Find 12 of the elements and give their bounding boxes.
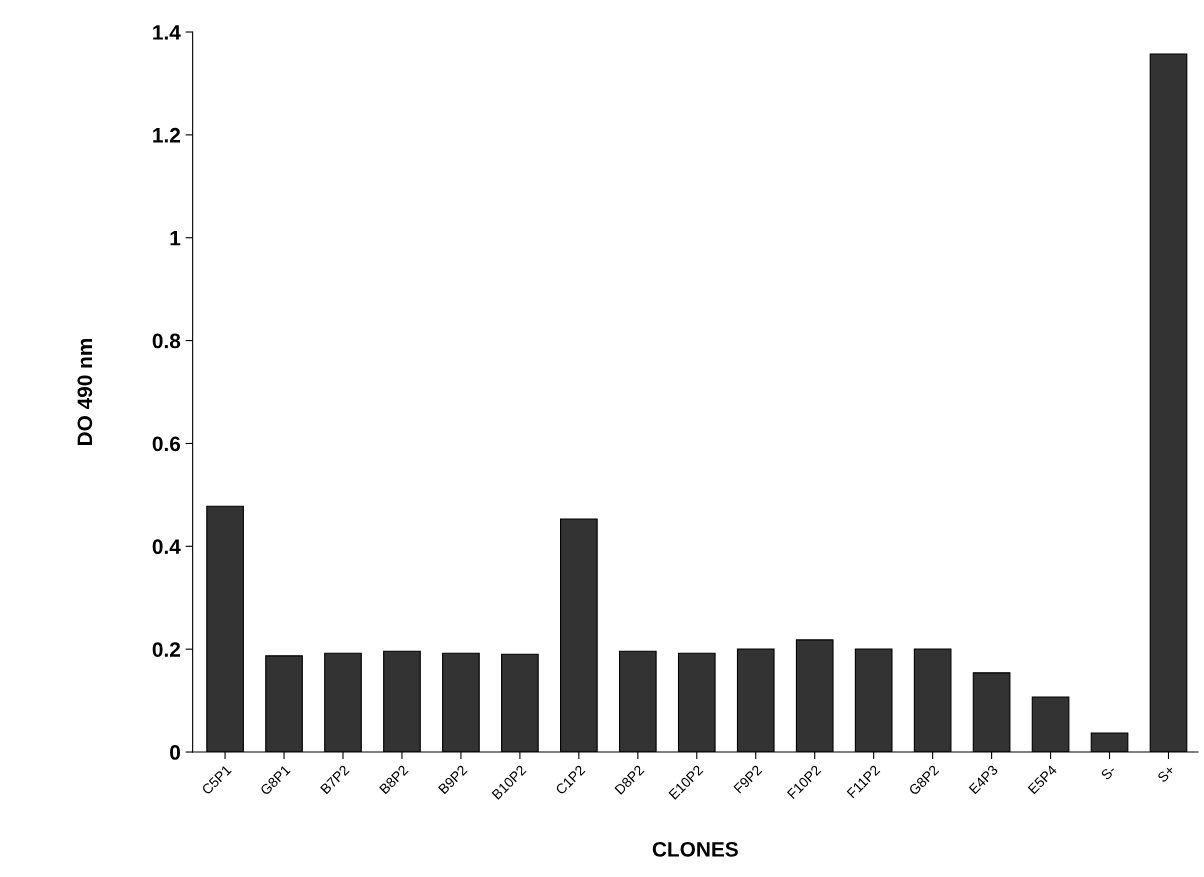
y-tick-label: 0 xyxy=(170,745,180,760)
y-tick-label: 0.8 xyxy=(152,333,181,349)
x-tick-label: S+ xyxy=(1156,764,1176,783)
y-axis-title: DO 490 nm xyxy=(77,338,93,446)
y-tick-label: 1.4 xyxy=(153,25,181,40)
y-tick-label: 1 xyxy=(170,230,181,246)
x-tick-label: S- xyxy=(1100,764,1117,781)
x-axis-title: CLONES xyxy=(652,841,738,857)
y-tick-label: 1.2 xyxy=(153,127,180,143)
y-tick-label: 0.2 xyxy=(152,642,180,657)
y-tick-label: 0.4 xyxy=(152,539,181,555)
y-tick-label: 0.6 xyxy=(152,436,181,452)
